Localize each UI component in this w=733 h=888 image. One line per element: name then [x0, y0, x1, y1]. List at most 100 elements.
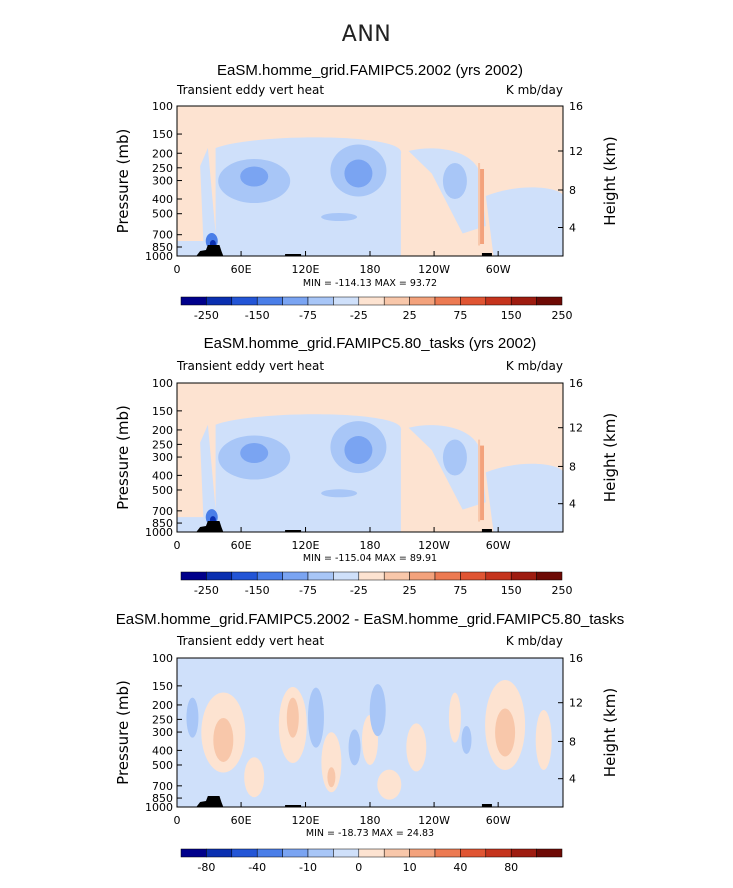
y-tick-label: 200 [152, 147, 173, 160]
x-tick-label: 60E [231, 539, 252, 552]
x-tick-label: 60W [486, 539, 511, 552]
units-label: K mb/day [506, 359, 563, 373]
colorbar-label: 75 [453, 309, 467, 322]
positive-core [286, 697, 299, 738]
x-tick-label: 0 [174, 263, 181, 276]
x-tick-label: 120W [418, 539, 450, 552]
y-tick-label: 100 [152, 100, 173, 113]
variable-label: Transient eddy vert heat [176, 634, 324, 648]
topography [481, 253, 492, 256]
negative-core [186, 697, 199, 738]
negative-core [442, 439, 467, 476]
min-max-label: MIN = -18.73 MAX = 24.83 [306, 828, 434, 839]
colorbar-label: -25 [350, 309, 368, 322]
x-tick-label: 120E [292, 263, 320, 276]
colorbar-swatch [282, 296, 309, 306]
panel-title: EaSM.homme_grid.FAMIPC5.80_tasks (yrs 20… [204, 335, 537, 352]
y-tick-label: 700 [152, 229, 173, 242]
y-tick-label: 1000 [145, 526, 173, 539]
colorbar-swatch [206, 296, 233, 306]
colorbar-swatch [460, 571, 487, 581]
colorbar-label: 40 [453, 861, 467, 874]
colorbar-label: 250 [552, 309, 573, 322]
colorbar-label: 25 [403, 309, 417, 322]
y-tick-label: 150 [152, 405, 173, 418]
colorbar-swatch [231, 296, 258, 306]
colorbar-swatch [510, 848, 537, 858]
topography [285, 805, 302, 807]
positive-region [535, 709, 552, 770]
y-axis-label: Pressure (mb) [114, 680, 132, 785]
colorbar-swatch [333, 571, 360, 581]
y-right-axis-label: Height (km) [601, 413, 619, 502]
y-right-tick-label: 8 [569, 184, 576, 197]
negative-region [200, 424, 216, 532]
x-tick-label: 180 [360, 814, 381, 827]
y-tick-label: 1000 [145, 801, 173, 814]
y-tick-label: 700 [152, 505, 173, 518]
colorbar-swatch [333, 848, 360, 858]
units-label: K mb/day [506, 634, 563, 648]
panel-title: EaSM.homme_grid.FAMIPC5.2002 - EaSM.homm… [116, 611, 625, 628]
colorbar-label: -80 [197, 861, 215, 874]
y-axis-label: Pressure (mb) [114, 405, 132, 510]
colorbar-swatch [383, 571, 410, 581]
negative-region [200, 148, 216, 256]
colorbar-swatch [282, 571, 309, 581]
contour-field [177, 106, 563, 256]
colorbar-swatch [180, 571, 207, 581]
x-tick-label: 120E [292, 814, 320, 827]
colorbar-swatch [282, 848, 309, 858]
colorbar-label: -25 [350, 584, 368, 597]
y-tick-label: 400 [152, 193, 173, 206]
y-tick-label: 850 [152, 517, 173, 530]
x-tick-label: 60E [231, 814, 252, 827]
negative-core [321, 489, 358, 498]
positive-region [377, 769, 402, 800]
x-tick-label: 120E [292, 539, 320, 552]
y-right-tick-label: 12 [569, 145, 583, 158]
colorbar-label: -250 [194, 584, 219, 597]
positive-core [495, 708, 516, 757]
colorbar-swatch [409, 571, 436, 581]
colorbar-swatch [536, 571, 563, 581]
colorbar-swatch [231, 571, 258, 581]
y-right-tick-label: 4 [569, 498, 576, 511]
colorbar-swatch [485, 296, 512, 306]
topography [196, 245, 224, 256]
colorbar-label: -75 [299, 584, 317, 597]
colorbar-label: 250 [552, 584, 573, 597]
colorbar-swatch [485, 848, 512, 858]
x-tick-label: 180 [360, 263, 381, 276]
colorbar-swatch [231, 848, 258, 858]
panel-2 [176, 382, 564, 581]
strong-negative-core [240, 166, 269, 187]
strong-negative-core [240, 443, 269, 464]
colorbar-label: -150 [245, 309, 270, 322]
negative-core [442, 163, 467, 199]
topography [481, 804, 492, 807]
colorbar-label: -75 [299, 309, 317, 322]
colorbar-swatch [307, 296, 334, 306]
y-tick-label: 850 [152, 241, 173, 254]
y-right-tick-label: 16 [569, 377, 583, 390]
positive-streak [478, 163, 481, 246]
positive-core [213, 717, 234, 762]
x-tick-label: 120W [418, 263, 450, 276]
y-right-axis-label: Height (km) [601, 688, 619, 777]
y-tick-label: 250 [152, 713, 173, 726]
x-tick-label: 120W [418, 814, 450, 827]
colorbar-label: 10 [403, 861, 417, 874]
y-tick-label: 100 [152, 652, 173, 665]
variable-label: Transient eddy vert heat [176, 359, 324, 373]
contour-field [177, 383, 563, 532]
y-right-tick-label: 8 [569, 460, 576, 473]
y-tick-label: 500 [152, 759, 173, 772]
colorbar-swatch [358, 296, 385, 306]
positive-region [244, 757, 265, 798]
y-tick-label: 500 [152, 484, 173, 497]
y-tick-label: 100 [152, 377, 173, 390]
x-tick-label: 60W [486, 814, 511, 827]
colorbar-swatch [307, 571, 334, 581]
